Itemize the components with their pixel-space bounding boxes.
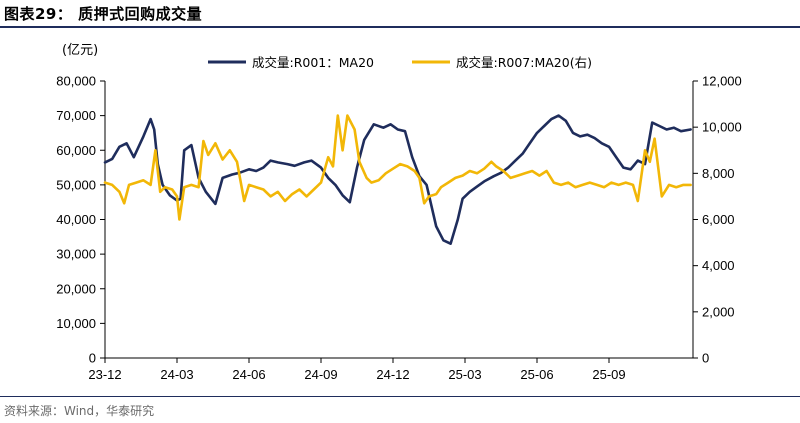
footer-divider (0, 396, 800, 397)
x-tick-label: 24-03 (160, 367, 193, 382)
source-note: 资料来源：Wind，华泰研究 (4, 404, 155, 418)
left-tick-label: 10,000 (56, 316, 96, 331)
x-tick-label: 25-06 (520, 367, 553, 382)
x-tick-label: 25-03 (448, 367, 481, 382)
left-axis-unit: (亿元) (62, 43, 98, 58)
legend: 成交量:R001：MA20 成交量:R007:MA20(右) (208, 55, 592, 70)
left-tick-label: 40,000 (56, 212, 96, 227)
series-r007-ma20-line (103, 114, 692, 221)
left-tick-label: 30,000 (56, 247, 96, 262)
x-tick-label: 25-09 (592, 367, 625, 382)
left-tick-label: 50,000 (56, 177, 96, 192)
right-tick-label: 4,000 (702, 258, 735, 273)
left-tick-label: 60,000 (56, 143, 96, 158)
x-tick-label: 23-12 (88, 367, 121, 382)
x-tick-label: 24-06 (232, 367, 265, 382)
right-axis-ticks: 0 2,000 4,000 6,000 8,000 10,000 12,000 (693, 74, 742, 366)
right-tick-label: 2,000 (702, 304, 735, 319)
left-tick-label: 80,000 (56, 74, 96, 89)
right-tick-label: 10,000 (702, 120, 742, 135)
x-tick-label: 24-09 (304, 367, 337, 382)
series-layer (103, 114, 692, 245)
right-tick-label: 0 (702, 351, 709, 366)
right-tick-label: 8,000 (702, 166, 735, 181)
title-divider (0, 26, 800, 28)
right-tick-label: 12,000 (702, 74, 742, 89)
x-tick-label: 24-12 (376, 367, 409, 382)
legend-r001-label: 成交量:R001：MA20 (252, 55, 374, 70)
trading-volume-chart: (亿元) 成交量:R001：MA20 成交量:R007:MA20(右) 0 10,… (56, 43, 742, 382)
figure-title: 图表29： 质押式回购成交量 (4, 5, 203, 23)
x-axis-ticks: 23-12 24-03 24-06 24-09 24-12 25-03 25-06 25-09 (88, 358, 626, 382)
left-axis-ticks: 0 10,000 20,000 30,000 40,000 50,000 60,000 70,… (56, 74, 105, 366)
legend-r007-label: 成交量:R007:MA20(右) (456, 55, 592, 70)
series-r001-ma20-line (103, 114, 692, 245)
left-tick-label: 70,000 (56, 108, 96, 123)
right-tick-label: 6,000 (702, 212, 735, 227)
left-tick-label: 20,000 (56, 281, 96, 296)
left-tick-label: 0 (89, 351, 96, 366)
